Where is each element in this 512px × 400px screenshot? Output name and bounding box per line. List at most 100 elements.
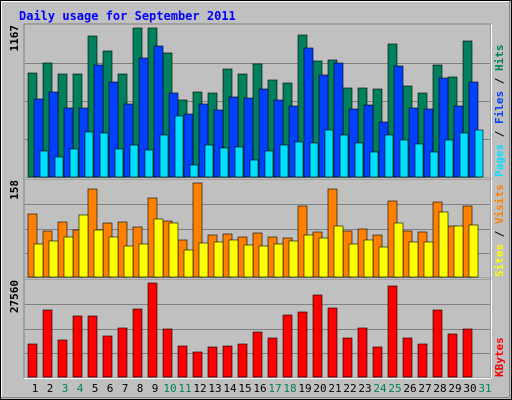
bar-sites-day-1 (33, 243, 44, 278)
bar-pages-day-11 (189, 164, 199, 178)
x-tick-label-day-30: 30 (463, 382, 476, 395)
bar-kbytes-day-16 (252, 331, 263, 378)
bar-sites-day-28 (438, 211, 449, 278)
bar-pages-day-9 (159, 134, 169, 178)
x-tick-label-day-15: 15 (238, 382, 251, 395)
bar-kbytes-day-14 (222, 345, 233, 378)
x-tick-label-day-11: 11 (178, 382, 191, 395)
bar-files-day-9 (153, 45, 164, 178)
bar-files-day-12 (198, 103, 209, 178)
bar-pages-day-13 (219, 147, 229, 178)
bar-pages-day-18 (294, 141, 304, 178)
x-tick-label-day-28: 28 (433, 382, 446, 395)
chart-title: Daily usage for September 2011 (19, 9, 236, 23)
bar-pages-day-12 (204, 144, 214, 178)
bar-pages-day-15 (249, 159, 259, 178)
bar-sites-day-17 (273, 243, 284, 278)
bar-files-day-6 (108, 81, 119, 178)
legend-item-sites: Sites (493, 244, 506, 277)
bar-files-day-3 (63, 107, 74, 178)
bar-kbytes-day-22 (342, 337, 353, 378)
x-tick-label-day-21: 21 (328, 382, 341, 395)
bar-kbytes-day-12 (192, 351, 203, 378)
bar-sites-day-8 (138, 243, 149, 278)
bar-kbytes-day-24 (372, 346, 383, 378)
bar-sites-day-6 (108, 236, 119, 278)
bar-pages-day-26 (414, 143, 424, 178)
x-tick-label-day-5: 5 (92, 382, 99, 395)
bar-sites-day-11 (183, 249, 194, 278)
bar-pages-day-24 (384, 134, 394, 178)
legend-visits-sites: Sites / Visits (493, 184, 506, 277)
legend-separator: / (493, 71, 506, 91)
bar-pages-day-1 (39, 150, 49, 178)
bar-files-day-28 (438, 77, 449, 178)
bar-kbytes-day-8 (132, 308, 143, 378)
legend-item-files: Files (493, 91, 506, 124)
bar-kbytes-day-10 (162, 328, 173, 378)
bar-kbytes-day-19 (297, 311, 308, 378)
x-tick-label-day-4: 4 (77, 382, 84, 395)
bar-sites-day-7 (123, 245, 134, 278)
bar-pages-day-8 (144, 149, 154, 178)
legend-item-hits: Hits (493, 45, 506, 72)
bar-sites-day-15 (243, 244, 254, 278)
bar-files-day-23 (363, 104, 374, 178)
panel-visits-sites: 158 Sites / Visits (8, 178, 506, 279)
legend-separator: / (493, 224, 506, 244)
bar-files-day-21 (333, 62, 344, 178)
bar-sites-day-13 (213, 241, 224, 278)
bar-files-day-1 (33, 98, 44, 178)
x-tick-label-day-3: 3 (62, 382, 69, 395)
legend-item-pages: Pages (493, 144, 506, 177)
bar-files-day-18 (288, 105, 299, 178)
bar-kbytes-day-15 (237, 343, 248, 378)
bar-kbytes-day-11 (177, 345, 188, 378)
x-tick-label-day-7: 7 (122, 382, 129, 395)
bar-files-day-2 (48, 91, 59, 178)
bar-files-day-8 (138, 57, 149, 178)
bar-kbytes-day-30 (462, 328, 473, 378)
bar-kbytes-day-3 (57, 339, 68, 378)
bar-kbytes-day-21 (327, 307, 338, 378)
x-tick-label-day-17: 17 (268, 382, 281, 395)
bar-sites-day-25 (393, 222, 404, 278)
bar-pages-day-19 (309, 142, 319, 178)
bar-files-day-7 (123, 103, 134, 178)
bar-kbytes-day-29 (447, 333, 458, 378)
x-tick-label-day-16: 16 (253, 382, 266, 395)
bar-kbytes-day-17 (267, 337, 278, 378)
x-tick-label-day-14: 14 (223, 382, 237, 395)
bar-sites-day-26 (408, 241, 419, 278)
bar-pages-day-21 (339, 134, 349, 178)
x-tick-label-day-19: 19 (298, 382, 311, 395)
bar-pages-day-30 (474, 129, 484, 178)
legend-kbytes: KBytes (493, 337, 506, 377)
legend-separator: / (493, 124, 506, 144)
bar-pages-day-27 (429, 151, 439, 178)
bar-sites-day-19 (303, 234, 314, 278)
bar-pages-day-14 (234, 146, 244, 178)
bar-pages-day-7 (129, 144, 139, 178)
bar-pages-day-4 (84, 131, 94, 178)
bar-pages-day-10 (174, 115, 184, 178)
bar-kbytes-day-26 (402, 337, 413, 378)
bar-files-day-11 (183, 113, 194, 178)
x-tick-label-day-8: 8 (137, 382, 144, 395)
bar-kbytes-day-23 (357, 327, 368, 378)
bar-kbytes-day-13 (207, 346, 218, 378)
bar-visits-day-12 (192, 182, 203, 278)
bar-sites-day-18 (288, 240, 299, 278)
bar-kbytes-day-28 (432, 309, 443, 378)
bar-sites-day-24 (378, 246, 389, 278)
bar-pages-day-23 (369, 151, 379, 178)
x-tick-label-day-18: 18 (283, 382, 296, 395)
bar-pages-day-3 (69, 148, 79, 178)
bar-files-day-30 (468, 81, 479, 178)
x-tick-label-day-10: 10 (163, 382, 176, 395)
bar-kbytes-day-20 (312, 294, 323, 378)
x-tick-label-day-6: 6 (107, 382, 114, 395)
bar-kbytes-day-6 (102, 335, 113, 378)
